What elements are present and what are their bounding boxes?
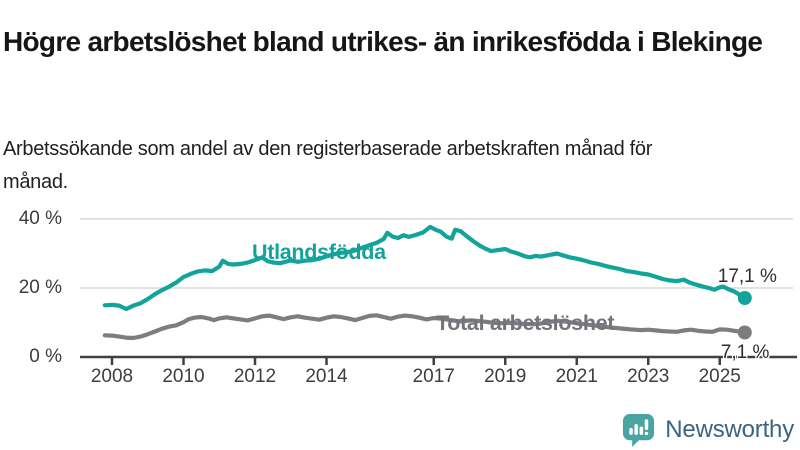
bar-chart-glyph xyxy=(629,419,649,436)
series-label-utlandsfodda: Utlandsfödda xyxy=(252,240,386,264)
series-line-0 xyxy=(102,224,747,312)
x-axis-tick-label: 2017 xyxy=(412,366,455,387)
series-end-dot-0 xyxy=(737,291,752,306)
x-axis-tick-label: 2021 xyxy=(555,366,598,387)
series-label-total-arbetsloshet: Total arbetslöshet xyxy=(436,311,615,335)
page-title: Högre arbetslöshet bland utrikes- än inr… xyxy=(3,25,763,57)
x-axis-tick-label: 2025 xyxy=(698,366,741,387)
y-axis-tick-label: 40 % xyxy=(18,208,62,229)
x-axis-tick-label: 2012 xyxy=(233,366,277,387)
x-axis-tick-label: 2010 xyxy=(162,366,205,387)
x-axis-tick-label: 2019 xyxy=(484,366,527,387)
end-value-label-total: 7,1 % xyxy=(720,341,770,363)
y-axis-tick-label: 20 % xyxy=(18,277,62,298)
series-line-1 xyxy=(102,313,747,341)
x-axis-tick-label: 2008 xyxy=(90,366,134,387)
end-value-label-utlandsfodda: 17,1 % xyxy=(717,266,777,287)
series-end-dot-1 xyxy=(737,325,752,340)
y-axis-tick-label: 0 % xyxy=(29,346,62,367)
exclamation-bar xyxy=(645,419,649,430)
brand-name: Newsworthy xyxy=(665,416,794,443)
chart-subtitle: Arbetssökande som andel av den registerb… xyxy=(3,138,653,194)
newsworthy-logo-icon xyxy=(623,413,655,447)
x-axis-tick-label: 2014 xyxy=(305,366,348,387)
exclamation-dot xyxy=(645,431,649,436)
speech-bubble-shape xyxy=(623,413,655,447)
x-axis-tick-label: 2023 xyxy=(627,366,670,387)
newsworthy-logo: Newsworthy xyxy=(621,412,794,447)
